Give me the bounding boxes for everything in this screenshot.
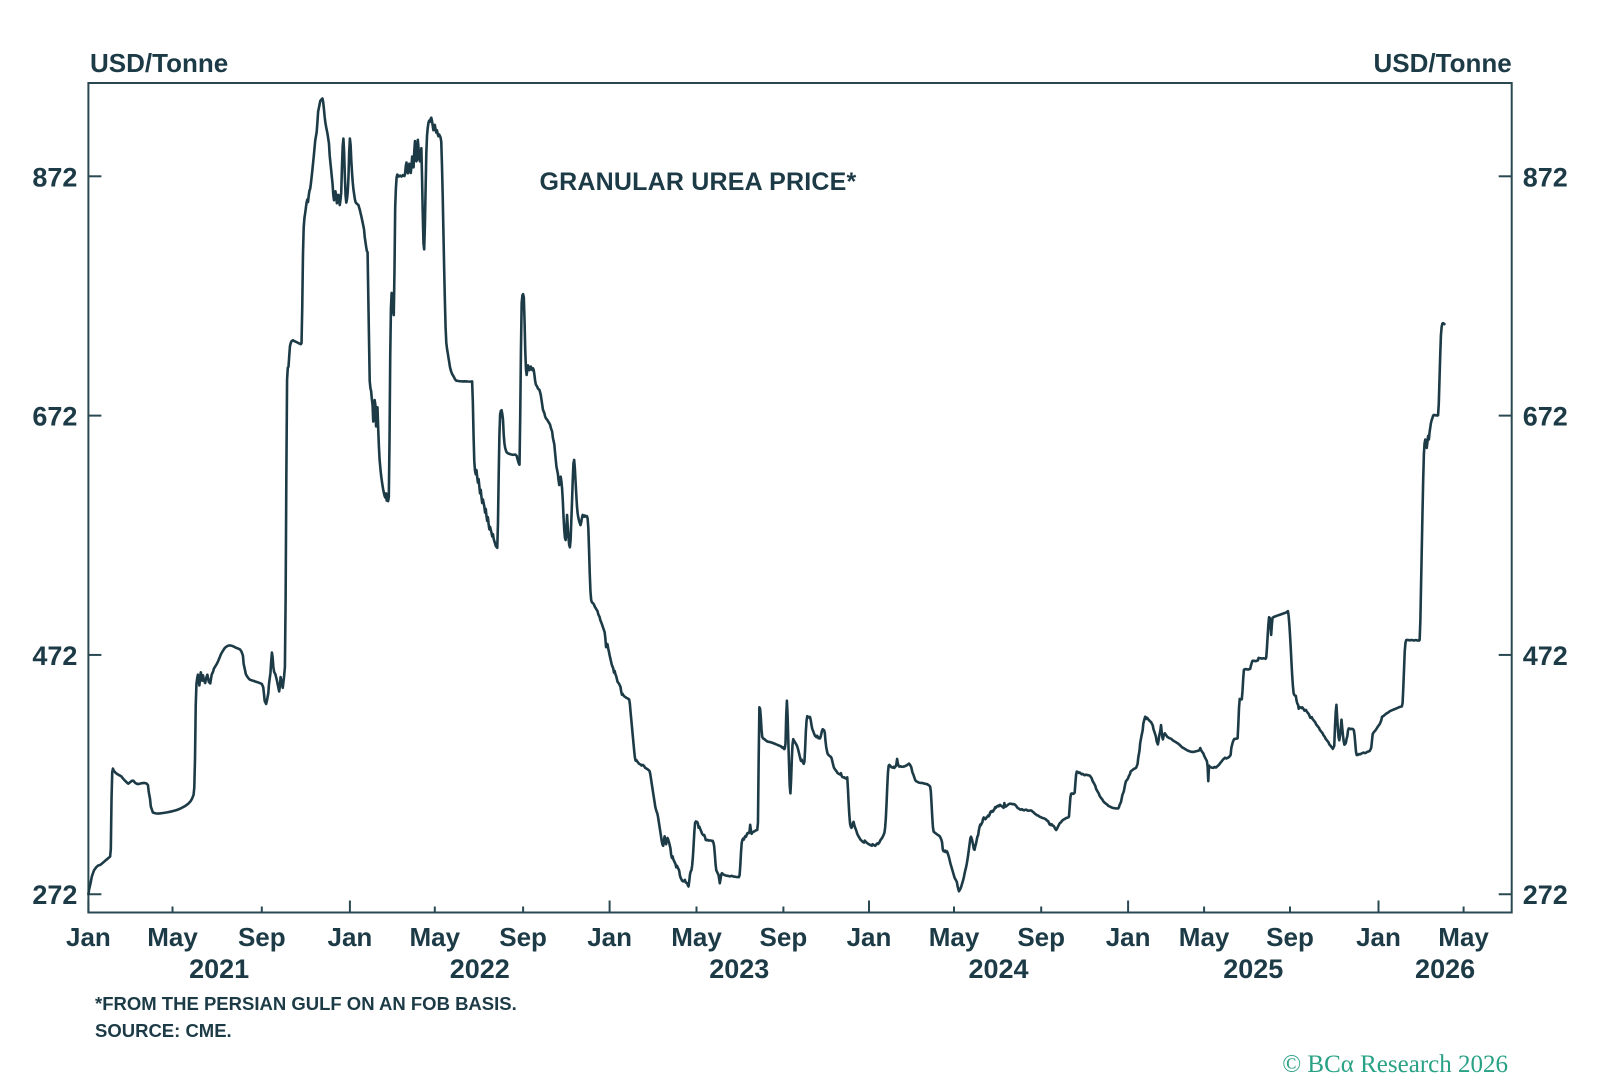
y-tick-label-left-272: 272 xyxy=(32,880,77,910)
x-year-label-2021: 2021 xyxy=(189,954,249,984)
x-tick-label-sep-2023: Sep xyxy=(760,922,808,952)
x-year-label-2023: 2023 xyxy=(709,954,769,984)
y-axis-unit-label-right: USD/Tonne xyxy=(1374,48,1512,78)
x-tick-label-jan-2023: Jan xyxy=(587,922,632,952)
footnote-line1: *FROM THE PERSIAN GULF ON AN FOB BASIS. xyxy=(95,993,517,1014)
x-tick-label-jan-2021: Jan xyxy=(66,922,111,952)
y-axis-unit-label-left: USD/Tonne xyxy=(90,48,228,78)
branding-copyright: © BCα Research 2026 xyxy=(1282,1051,1508,1078)
x-tick-label-may-2023: May xyxy=(671,922,722,952)
footnote-line2: SOURCE: CME. xyxy=(95,1020,232,1041)
x-tick-label-sep-2021: Sep xyxy=(238,922,286,952)
y-tick-label-left-672: 672 xyxy=(32,402,77,432)
x-year-label-2025: 2025 xyxy=(1223,954,1283,984)
x-tick-label-may-2026: May xyxy=(1438,922,1489,952)
chart-title: GRANULAR UREA PRICE* xyxy=(540,168,857,196)
x-year-label-2024: 2024 xyxy=(969,954,1029,984)
x-tick-label-may-2025: May xyxy=(1179,922,1230,952)
x-tick-label-jan-2024: Jan xyxy=(847,922,892,952)
x-tick-label-sep-2022: Sep xyxy=(499,922,547,952)
x-year-label-2022: 2022 xyxy=(450,954,510,984)
y-tick-label-right-272: 272 xyxy=(1523,880,1568,910)
y-tick-label-right-472: 472 xyxy=(1523,641,1568,671)
x-tick-label-sep-2024: Sep xyxy=(1017,922,1065,952)
x-tick-label-may-2021: May xyxy=(147,922,198,952)
x-tick-label-sep-2025: Sep xyxy=(1266,922,1314,952)
y-tick-label-left-472: 472 xyxy=(32,641,77,671)
x-year-label-2026: 2026 xyxy=(1415,954,1475,984)
y-tick-label-right-672: 672 xyxy=(1523,402,1568,432)
axis-ticks xyxy=(87,175,1512,913)
y-tick-label-right-872: 872 xyxy=(1523,162,1568,192)
x-tick-label-may-2024: May xyxy=(929,922,980,952)
x-tick-label-jan-2022: Jan xyxy=(327,922,372,952)
x-tick-label-may-2022: May xyxy=(410,922,461,952)
price-line xyxy=(87,97,1446,896)
x-tick-label-jan-2026: Jan xyxy=(1356,922,1401,952)
x-tick-label-jan-2025: Jan xyxy=(1106,922,1151,952)
y-tick-label-left-872: 872 xyxy=(32,162,77,192)
plot-border xyxy=(87,82,1513,914)
